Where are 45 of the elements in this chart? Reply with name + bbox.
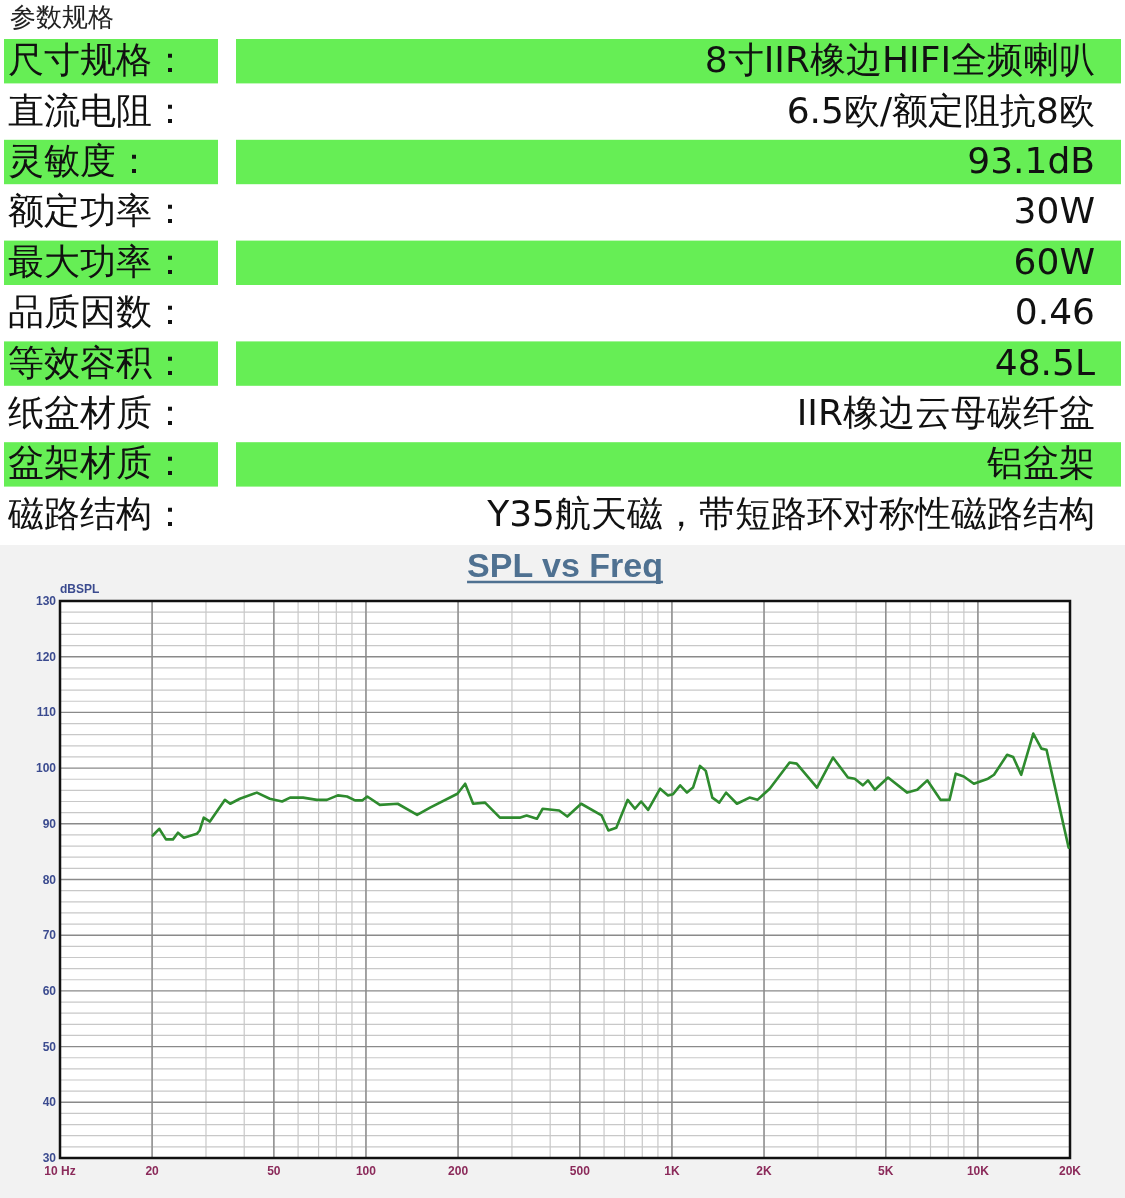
text: 48.5L — [994, 341, 1095, 383]
text: 灵敏度： — [8, 140, 152, 182]
x-tick-label: 20K — [1058, 1164, 1082, 1178]
x-tick-label: 50 — [267, 1164, 281, 1178]
text: Y35航天磁，带短路环对称性磁路结构 — [486, 492, 1095, 534]
y-tick-label: 130 — [35, 594, 57, 608]
x-tick-label: 1K — [664, 1164, 680, 1178]
y-axis-title: dBSPL — [60, 582, 100, 596]
text: 等效容积： — [8, 341, 188, 383]
text: 30W — [1013, 190, 1095, 232]
text: 磁路结构： — [7, 492, 188, 534]
text: 6.5欧/额定阻抗8欧 — [786, 89, 1095, 131]
text: 8寸IIR橡边HIFI全频喇叭 — [704, 39, 1095, 81]
y-tick-label: 40 — [42, 1095, 57, 1110]
x-tick-label: 5K — [878, 1164, 894, 1178]
text: IIR橡边云母碳纤盆 — [796, 392, 1095, 434]
y-tick-label: 100 — [35, 761, 57, 776]
y-tick-label: 70 — [42, 928, 57, 943]
x-tick-label: 10K — [966, 1164, 990, 1178]
text: 最大功率： — [8, 240, 188, 282]
text: 0.46 — [1014, 291, 1095, 333]
y-tick-label: 50 — [42, 1039, 57, 1054]
y-tick-label: 120 — [35, 649, 57, 664]
x-tick-label: 500 — [569, 1164, 591, 1178]
x-tick-label: 20 — [145, 1164, 160, 1178]
chart-title: SPL vs Freq — [467, 546, 663, 584]
x-tick-label: 2K — [756, 1164, 773, 1178]
y-tick-label: 110 — [36, 705, 57, 720]
text: 尺寸规格： — [8, 39, 188, 81]
x-tick-label: 10 Hz — [44, 1164, 76, 1178]
text: 铝盆架 — [986, 442, 1095, 484]
y-tick-label: 90 — [42, 816, 57, 831]
y-tick-label: 80 — [42, 872, 57, 887]
text: 额定功率： — [8, 190, 188, 232]
text: 60W — [1013, 240, 1095, 282]
text: 参数规格 — [10, 2, 114, 32]
text: 纸盆材质： — [8, 392, 188, 434]
y-tick-label: 60 — [42, 983, 57, 998]
text: 品质因数： — [8, 291, 188, 333]
text: 93.1dB — [967, 140, 1095, 182]
x-tick-label: 100 — [355, 1164, 377, 1178]
text: 直流电阻： — [8, 89, 188, 131]
text: 盆架材质： — [8, 442, 188, 484]
y-tick-label: 30 — [42, 1151, 57, 1165]
x-tick-label: 200 — [448, 1164, 469, 1178]
